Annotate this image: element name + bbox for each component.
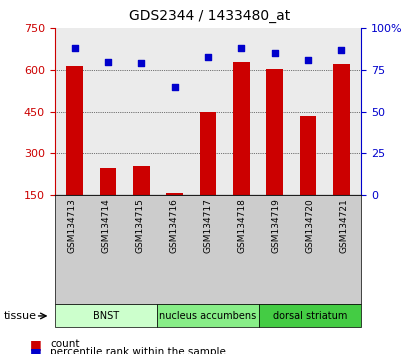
Text: dorsal striatum: dorsal striatum (273, 311, 347, 321)
Text: GSM134716: GSM134716 (169, 198, 178, 253)
Bar (299, 116, 316, 195)
Bar (66, 66, 83, 195)
Text: GSM134714: GSM134714 (101, 198, 110, 253)
Text: GSM134715: GSM134715 (135, 198, 144, 253)
Text: ■: ■ (30, 338, 42, 350)
Point (138, 61, 144, 66)
Text: percentile rank within the sample: percentile rank within the sample (50, 347, 226, 354)
Text: count: count (50, 339, 80, 349)
Text: GSM134717: GSM134717 (203, 198, 213, 253)
Point (71, 45, 78, 51)
Bar (200, 112, 216, 195)
Text: GDS2344 / 1433480_at: GDS2344 / 1433480_at (129, 9, 291, 23)
Bar (166, 193, 183, 195)
Text: GSM134713: GSM134713 (67, 198, 76, 253)
Bar (333, 64, 349, 195)
Bar (233, 62, 249, 195)
Text: tissue: tissue (4, 311, 37, 321)
Point (271, 51, 278, 56)
Point (171, 84, 178, 89)
Point (205, 54, 211, 59)
Text: GSM134720: GSM134720 (306, 198, 315, 253)
Point (105, 59, 111, 64)
Text: GSM134719: GSM134719 (272, 198, 281, 253)
Text: nucleus accumbens: nucleus accumbens (159, 311, 257, 321)
Text: BNST: BNST (93, 311, 119, 321)
Bar (133, 166, 150, 195)
Text: ■: ■ (30, 346, 42, 354)
Bar (266, 69, 283, 195)
Text: GSM134718: GSM134718 (237, 198, 247, 253)
Text: GSM134721: GSM134721 (340, 198, 349, 253)
Bar (100, 169, 116, 195)
Point (238, 45, 244, 51)
Point (338, 47, 344, 53)
Point (304, 57, 311, 63)
